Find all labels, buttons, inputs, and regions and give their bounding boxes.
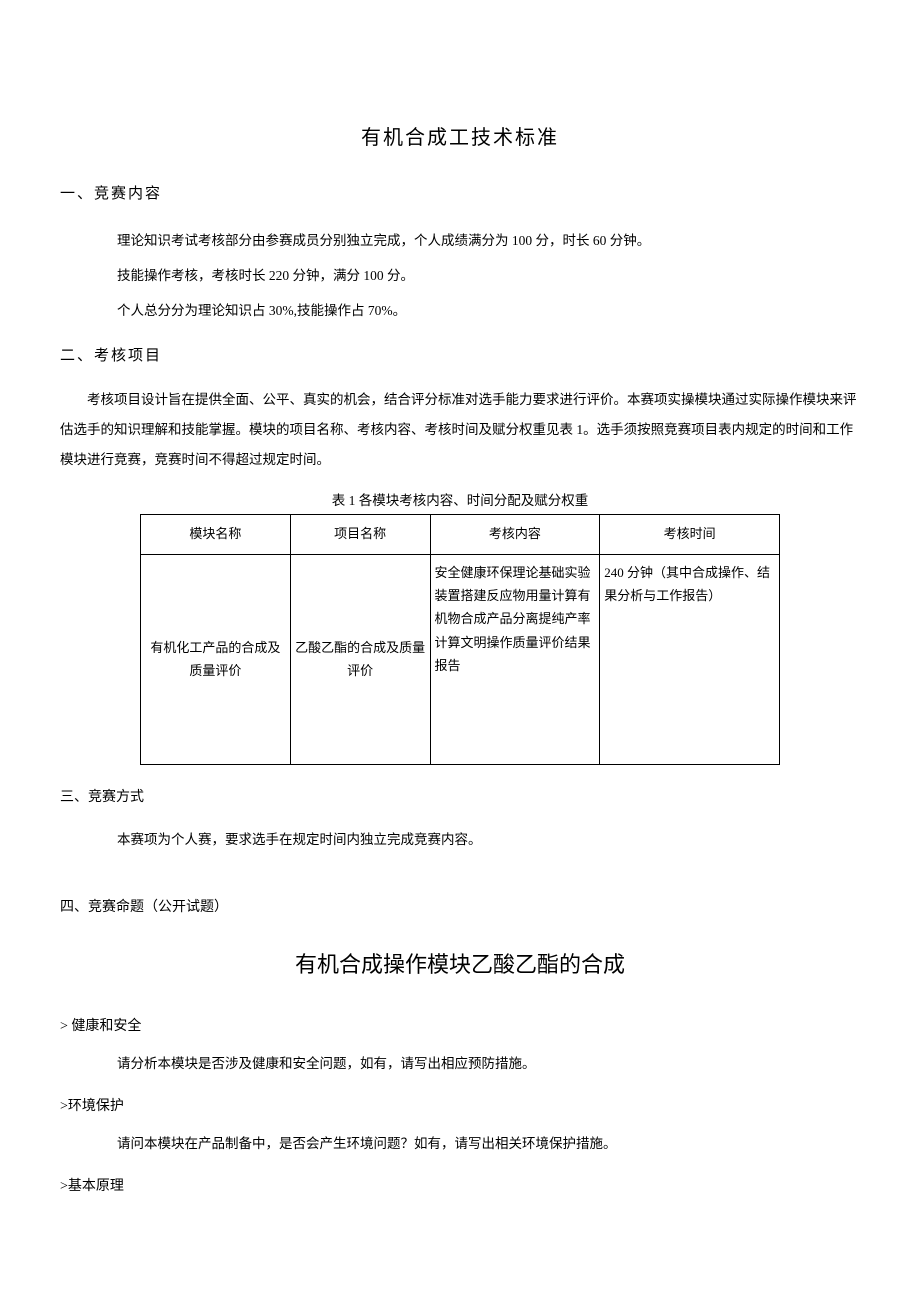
- section-3-heading: 三、竞赛方式: [60, 785, 860, 810]
- table-header-row: 模块名称 项目名称 考核内容 考核时间: [141, 514, 780, 554]
- table-cell-project: 乙酸乙酯的合成及质量评价: [290, 554, 430, 764]
- table-row: 有机化工产品的合成及质量评价 乙酸乙酯的合成及质量评价 安全健康环保理论基础实验…: [141, 554, 780, 764]
- table-header-c2: 项目名称: [290, 514, 430, 554]
- section-4-subtitle: 有机合成操作模块乙酸乙酯的合成: [60, 945, 860, 985]
- sub-3-heading: >基本原理: [60, 1174, 860, 1199]
- section-1-p3: 个人总分分为理论知识占 30%,技能操作占 70%。: [90, 293, 860, 328]
- section-1-p2: 技能操作考核，考核时长 220 分钟，满分 100 分。: [90, 258, 860, 293]
- sub-1-body: 请分析本模块是否涉及健康和安全问题，如有，请写出相应预防措施。: [90, 1049, 860, 1079]
- section-1-body: 理论知识考试考核部分由参赛成员分别独立完成，个人成绩满分为 100 分，时长 6…: [90, 223, 860, 328]
- section-3-p1: 本赛项为个人赛，要求选手在规定时间内独立完成竞赛内容。: [90, 825, 860, 855]
- sub-2-heading: >环境保护: [60, 1094, 860, 1119]
- section-2-heading: 二、考核项目: [60, 343, 860, 370]
- table-header-c1: 模块名称: [141, 514, 291, 554]
- table-cell-module: 有机化工产品的合成及质量评价: [141, 554, 291, 764]
- sub-1-heading: > 健康和安全: [60, 1014, 860, 1039]
- sub-2-body: 请问本模块在产品制备中，是否会产生环境问题？如有，请写出相关环境保护措施。: [90, 1129, 860, 1159]
- table-header-c4: 考核时间: [600, 514, 780, 554]
- section-1-heading: 一、竞赛内容: [60, 181, 860, 208]
- assessment-table: 模块名称 项目名称 考核内容 考核时间 有机化工产品的合成及质量评价 乙酸乙酯的…: [140, 514, 780, 765]
- doc-title: 有机合成工技术标准: [60, 120, 860, 156]
- section-4-heading: 四、竞赛命题（公开试题）: [60, 895, 860, 920]
- section-2-p1: 考核项目设计旨在提供全面、公平、真实的机会，结合评分标准对选手能力要求进行评价。…: [60, 385, 860, 474]
- table-caption: 表 1 各模块考核内容、时间分配及赋分权重: [60, 489, 860, 513]
- section-1-p1: 理论知识考试考核部分由参赛成员分别独立完成，个人成绩满分为 100 分，时长 6…: [90, 223, 860, 258]
- table-cell-content: 安全健康环保理论基础实验装置搭建反应物用量计算有机物合成产品分离提纯产率计算文明…: [430, 554, 600, 764]
- table-header-c3: 考核内容: [430, 514, 600, 554]
- table-cell-time: 240 分钟（其中合成操作、结果分析与工作报告）: [600, 554, 780, 764]
